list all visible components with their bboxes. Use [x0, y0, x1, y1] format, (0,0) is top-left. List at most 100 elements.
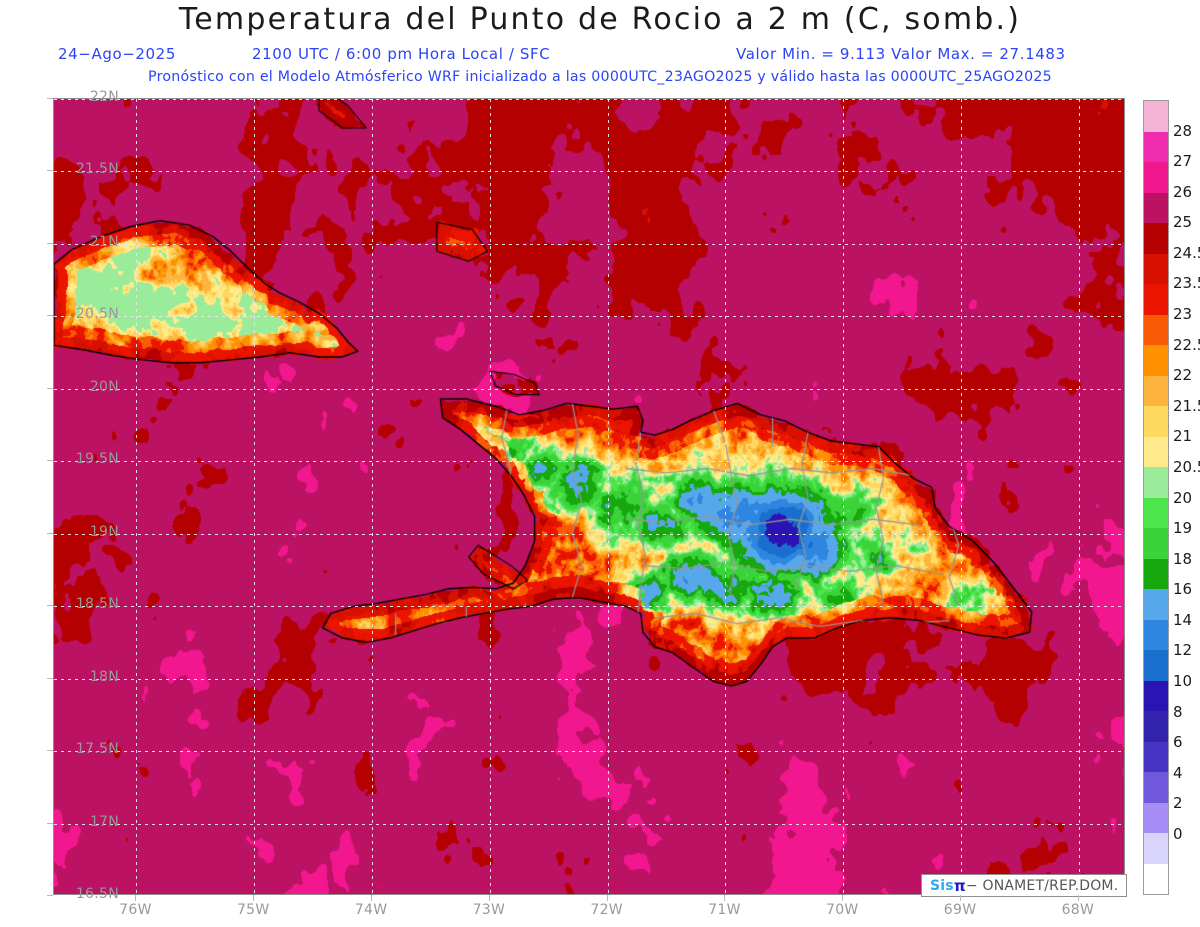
- colorbar-tick-label: 19: [1173, 519, 1193, 538]
- lon-tick-label: 68W: [1061, 902, 1095, 918]
- colorbar-segment: [1144, 528, 1168, 559]
- lat-tick-label: 17N: [89, 813, 119, 830]
- lat-tick-label: 18N: [89, 668, 119, 685]
- lat-tick-mark: [47, 750, 53, 752]
- colorbar-segment: [1144, 558, 1168, 589]
- colorbar-tick-label: 4: [1173, 763, 1183, 782]
- credit-org: − ONAMET/REP.DOM.: [965, 877, 1119, 894]
- colorbar-segment: [1144, 192, 1168, 223]
- colorbar[interactable]: [1143, 100, 1169, 895]
- colorbar-segment: [1144, 619, 1168, 650]
- colorbar-tick-label: 26: [1173, 182, 1193, 201]
- lat-tick-mark: [47, 170, 53, 172]
- lat-tick-label: 16.5N: [75, 886, 119, 902]
- lat-tick-mark: [47, 387, 53, 389]
- lon-tick-label: 75W: [236, 902, 270, 918]
- colorbar-tick-label: 27: [1173, 152, 1193, 171]
- lon-tick-mark: [842, 895, 844, 901]
- dewpoint-heatmap-canvas: [54, 99, 1124, 894]
- credit-badge: Sis π − ONAMET/REP.DOM.: [921, 874, 1128, 897]
- lat-tick-label: 20.5N: [75, 306, 119, 323]
- colorbar-segment: [1144, 772, 1168, 803]
- lon-tick-mark: [1077, 895, 1079, 901]
- lon-tick-label: 70W: [825, 902, 859, 918]
- colorbar-segment: [1144, 650, 1168, 681]
- colorbar-tick-label: 10: [1173, 671, 1193, 690]
- page-title: Temperatura del Punto de Rocio a 2 m (C,…: [178, 2, 1022, 37]
- lon-tick-label: 72W: [590, 902, 623, 918]
- colorbar-tick-label: 0: [1173, 824, 1183, 843]
- lat-tick-label: 19N: [89, 523, 119, 540]
- lat-tick-mark: [47, 532, 53, 534]
- lon-tick-mark: [371, 895, 373, 901]
- lon-tick-label: 73W: [472, 902, 506, 918]
- lat-tick-label: 18.5N: [75, 596, 119, 613]
- lon-tick-mark: [606, 895, 608, 901]
- lon-tick-label: 76W: [119, 902, 152, 918]
- model-description: Pronóstico con el Modelo Atmósferico WRF…: [148, 69, 1052, 85]
- colorbar-tick-label: 24.5: [1173, 243, 1200, 262]
- colorbar-segment: [1144, 711, 1168, 742]
- colorbar-tick-label: 12: [1173, 641, 1193, 660]
- colorbar-segment: [1144, 863, 1168, 894]
- credit-pi-icon: π: [953, 876, 966, 895]
- lon-tick-label: 71W: [708, 902, 741, 918]
- colorbar-tick-label: 6: [1173, 733, 1183, 752]
- colorbar-segment: [1144, 589, 1168, 620]
- lat-tick-mark: [47, 242, 53, 244]
- colorbar-tick-label: 23.5: [1173, 274, 1200, 293]
- lon-tick-label: 74W: [354, 902, 388, 918]
- lat-tick-mark: [47, 315, 53, 317]
- lat-tick-mark: [47, 895, 53, 896]
- colorbar-segment: [1144, 375, 1168, 406]
- colorbar-segment: [1144, 680, 1168, 711]
- colorbar-segment: [1144, 741, 1168, 772]
- credit-sis: Sis: [930, 877, 954, 894]
- colorbar-tick-label: 28: [1173, 121, 1193, 140]
- colorbar-tick-label: 8: [1173, 702, 1183, 721]
- colorbar-tick-label: 23: [1173, 305, 1193, 324]
- lon-tick-label: 69W: [943, 902, 977, 918]
- lat-tick-mark: [47, 822, 53, 824]
- colorbar-segment: [1144, 223, 1168, 254]
- colorbar-segment: [1144, 253, 1168, 284]
- colorbar-segment: [1144, 436, 1168, 467]
- forecast-date: 24−Ago−2025: [58, 45, 176, 63]
- lat-tick-mark: [47, 460, 53, 462]
- colorbar-tick-label: 16: [1173, 580, 1193, 599]
- lon-tick-mark: [960, 895, 962, 901]
- colorbar-tick-label: 14: [1173, 610, 1193, 629]
- colorbar-segment: [1144, 802, 1168, 833]
- colorbar-segment: [1144, 833, 1168, 864]
- lat-tick-label: 22N: [89, 89, 119, 105]
- lat-tick-label: 20N: [89, 378, 119, 395]
- lat-tick-label: 21N: [89, 233, 119, 250]
- lon-tick-mark: [253, 895, 255, 901]
- colorbar-segment: [1144, 497, 1168, 528]
- lat-tick-mark: [47, 98, 53, 99]
- colorbar-tick-label: 22: [1173, 366, 1193, 385]
- colorbar-tick-label: 20.5: [1173, 457, 1200, 476]
- colorbar-segment: [1144, 284, 1168, 315]
- colorbar-tick-label: 2: [1173, 794, 1183, 813]
- colorbar-segment: [1144, 131, 1168, 162]
- colorbar-segment: [1144, 467, 1168, 498]
- colorbar-tick-label: 18: [1173, 549, 1193, 568]
- colorbar-segment: [1144, 406, 1168, 437]
- lat-tick-mark: [47, 677, 53, 679]
- lat-tick-label: 17.5N: [75, 741, 119, 758]
- colorbar-tick-label: 20: [1173, 488, 1193, 507]
- lat-tick-label: 21.5N: [75, 161, 119, 178]
- lon-tick-mark: [135, 895, 137, 901]
- value-range-label: Valor Min. = 9.113 Valor Max. = 27.1483: [736, 45, 1066, 63]
- colorbar-tick-label: 22.5: [1173, 335, 1200, 354]
- map-plot-area[interactable]: [53, 98, 1125, 895]
- colorbar-tick-label: 25: [1173, 213, 1193, 232]
- forecast-time: 2100 UTC / 6:00 pm Hora Local / SFC: [252, 45, 551, 63]
- lat-tick-mark: [47, 605, 53, 607]
- colorbar-segment: [1144, 314, 1168, 345]
- colorbar-segment: [1144, 101, 1168, 132]
- colorbar-tick-label: 21: [1173, 427, 1193, 446]
- lon-tick-mark: [488, 895, 490, 901]
- colorbar-segment: [1144, 162, 1168, 193]
